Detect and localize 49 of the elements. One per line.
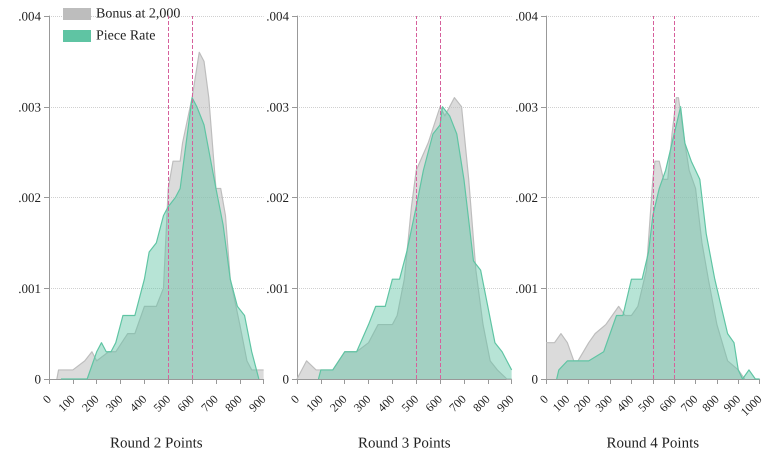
x-tick-label: 500	[635, 392, 658, 415]
x-tick-label: 900	[246, 392, 269, 415]
legend-label: Piece Rate	[96, 28, 156, 44]
x-tick-label: 200	[79, 392, 102, 415]
x-tick-label: 400	[126, 392, 150, 415]
x-axis-title: Round 4 Points	[606, 436, 700, 452]
x-tick-label: 500	[150, 392, 174, 415]
x-tick-label: 600	[422, 392, 446, 415]
x-tick-label: 700	[198, 392, 221, 415]
x-tick-label: 200	[327, 392, 350, 415]
x-tick-label: 100	[550, 392, 572, 415]
y-tick-label: .002	[18, 190, 41, 205]
x-axis-title: Round 3 Points	[358, 436, 451, 452]
x-tick-label: 100	[303, 392, 326, 415]
x-tick-label: 0	[40, 392, 54, 406]
x-tick-label: 500	[398, 392, 422, 415]
y-tick-label: .004	[18, 8, 42, 24]
y-tick-label: 0	[34, 372, 41, 386]
x-tick-label: 600	[174, 392, 198, 415]
x-tick-label: 800	[470, 392, 493, 415]
x-axis-title: Round 2 Points	[110, 436, 203, 452]
y-tick-label: .001	[18, 280, 41, 296]
legend-label: Bonus at 2,000	[96, 6, 180, 22]
x-tick-label: 100	[55, 392, 78, 415]
x-tick-label: 700	[446, 392, 469, 415]
x-tick-label: 400	[374, 392, 398, 415]
y-tick-label: .001	[266, 280, 289, 296]
x-tick-label: 900	[494, 392, 517, 415]
y-tick-label: 0	[282, 372, 289, 386]
y-tick-label: .004	[266, 8, 290, 24]
x-tick-label: 300	[592, 392, 616, 415]
x-tick-label: 700	[678, 392, 700, 415]
x-tick-label: 0	[536, 392, 551, 406]
y-tick-label: .002	[515, 190, 538, 205]
y-tick-label: .003	[18, 99, 41, 114]
x-tick-label: 300	[350, 392, 374, 415]
x-tick-label: 300	[102, 392, 126, 415]
x-tick-label: 0	[288, 392, 302, 406]
y-tick-label: .003	[515, 99, 538, 114]
y-tick-label: .002	[266, 190, 289, 205]
x-tick-label: 800	[222, 392, 245, 415]
y-tick-label: 0	[532, 372, 538, 386]
x-tick-label: 200	[571, 392, 594, 415]
x-tick-label: 400	[614, 392, 636, 415]
y-tick-label: .003	[266, 99, 289, 114]
y-tick-label: .004	[515, 8, 538, 24]
x-tick-label: 800	[699, 392, 722, 415]
x-tick-label: 600	[656, 392, 680, 415]
y-tick-label: .001	[515, 280, 538, 296]
